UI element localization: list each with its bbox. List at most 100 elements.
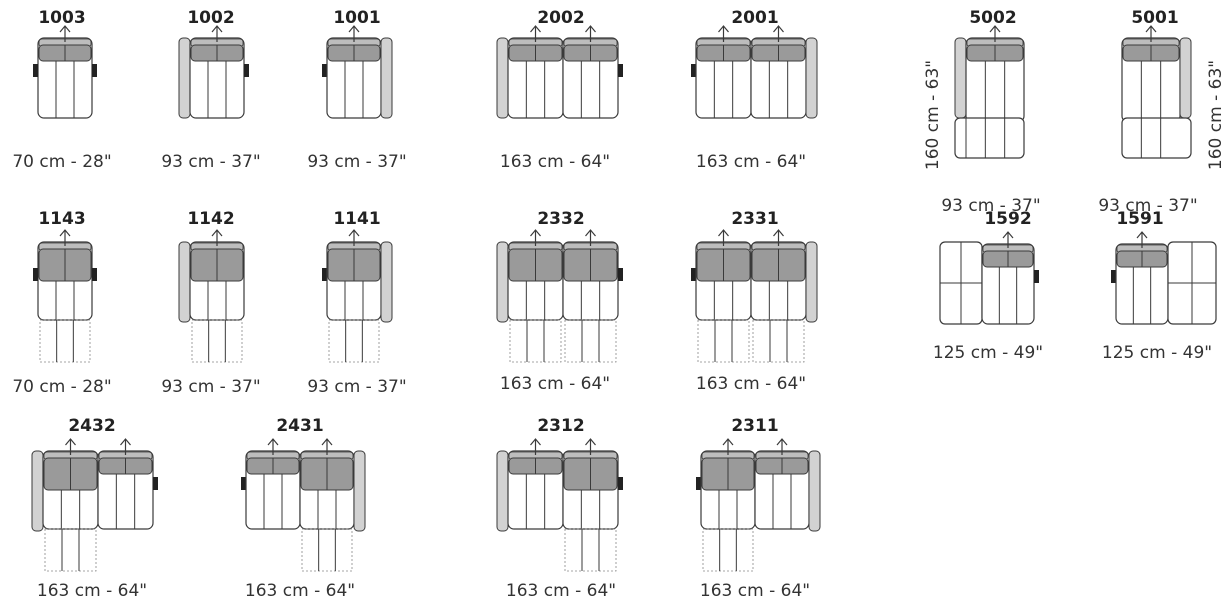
recline-arrow-head: [773, 25, 784, 33]
module-1001-plan: [322, 25, 393, 119]
module-1592-plan: [939, 231, 1039, 325]
armrest: [178, 241, 191, 323]
recline-arrow-head: [722, 438, 734, 446]
module-2431-plan: [241, 438, 366, 572]
footrest-extension: [564, 528, 617, 572]
module-1142-plan: [178, 229, 245, 363]
recline-arrow-head: [267, 438, 279, 446]
module-code: 1001: [333, 8, 380, 28]
handle: [618, 477, 623, 490]
armrest: [496, 241, 509, 323]
recline-arrow-head: [59, 229, 71, 237]
module-2331-plan: [691, 229, 818, 363]
recline-arrow-head: [59, 25, 71, 33]
recline-arrow-head: [585, 438, 596, 446]
handle: [1034, 270, 1039, 283]
recline-arrow-head: [718, 229, 729, 237]
armrest: [380, 241, 393, 323]
module-code: 2312: [537, 416, 584, 436]
module-width: 163 cm - 64": [500, 152, 610, 172]
module-2311-plan: [696, 438, 821, 572]
footrest-extension: [752, 319, 805, 363]
module-width: 93 cm - 37": [307, 377, 406, 397]
module-width: 93 cm - 37": [1098, 196, 1197, 216]
armrest: [954, 37, 967, 119]
module-code: 1592: [984, 209, 1031, 229]
module-width: 163 cm - 64": [500, 374, 610, 394]
recline-arrow-head: [1136, 231, 1148, 239]
recline-arrow-head: [65, 438, 76, 446]
module-code: 1143: [38, 209, 85, 229]
footrest-extension: [702, 528, 754, 572]
module-code: 1142: [187, 209, 234, 229]
footrest-extension: [191, 319, 243, 363]
armrest: [31, 450, 44, 532]
footrest-extension: [39, 319, 91, 363]
footrest-extension: [564, 319, 617, 363]
handle: [244, 64, 249, 77]
module-width: 163 cm - 64": [696, 152, 806, 172]
module-code: 2331: [731, 209, 778, 229]
module-width: 70 cm - 28": [12, 152, 111, 172]
armrest: [353, 450, 366, 532]
recline-arrow-head: [211, 25, 223, 33]
footrest-extension: [328, 319, 380, 363]
module-labels: 1003 1002 1001 2002 2001 5002 5001 1143 …: [12, 8, 1226, 601]
recline-arrow-head: [1145, 25, 1157, 33]
armrest: [805, 37, 818, 119]
module-1003-plan: [33, 25, 97, 119]
module-width: 163 cm - 64": [37, 581, 147, 601]
module-2312-plan: [496, 438, 623, 572]
module-width: 163 cm - 64": [245, 581, 355, 601]
module-code: 2001: [731, 8, 778, 28]
armrest: [178, 37, 191, 119]
module-depth: 160 cm - 63": [1206, 60, 1226, 170]
recline-arrow-head: [585, 25, 596, 33]
chaise: [1121, 117, 1192, 159]
recline-arrow-head: [321, 438, 333, 446]
handle: [33, 64, 38, 77]
handle: [92, 64, 97, 77]
footrest-extension: [301, 528, 353, 572]
module-code: 1591: [1116, 209, 1163, 229]
handle: [153, 477, 158, 490]
handle: [92, 268, 97, 281]
module-code: 2432: [68, 416, 115, 436]
recline-arrow-head: [776, 438, 788, 446]
module-2002-plan: [496, 25, 623, 119]
module-width: 163 cm - 64": [700, 581, 810, 601]
handle: [691, 268, 696, 281]
recline-arrow-head: [989, 25, 1001, 33]
module-1002-plan: [178, 25, 249, 119]
module-width: 93 cm - 37": [307, 152, 406, 172]
module-code: 5002: [969, 8, 1016, 28]
recline-arrow-head: [530, 229, 541, 237]
module-drawings: [31, 25, 1217, 572]
module-2432-plan: [31, 438, 158, 572]
module-width: 163 cm - 64": [696, 374, 806, 394]
module-code: 1141: [333, 209, 380, 229]
armrest: [1179, 37, 1192, 119]
handle: [618, 64, 623, 77]
module-code: 2002: [537, 8, 584, 28]
recline-arrow-head: [348, 229, 360, 237]
module-1143-plan: [33, 229, 97, 363]
footrest-extension: [697, 319, 750, 363]
footrest-extension: [509, 319, 562, 363]
module-width: 93 cm - 37": [161, 377, 260, 397]
armrest: [380, 37, 393, 119]
handle: [322, 268, 327, 281]
armrest: [496, 37, 509, 119]
module-code: 5001: [1131, 8, 1178, 28]
handle: [691, 64, 696, 77]
recline-arrow-head: [530, 25, 541, 33]
recline-arrow-head: [530, 438, 541, 446]
recline-arrow-head: [718, 25, 729, 33]
armrest: [808, 450, 821, 532]
module-code: 1003: [38, 8, 85, 28]
recline-arrow-head: [211, 229, 223, 237]
module-2332-plan: [496, 229, 623, 363]
module-depth: 160 cm - 63": [923, 60, 943, 170]
armrest: [805, 241, 818, 323]
